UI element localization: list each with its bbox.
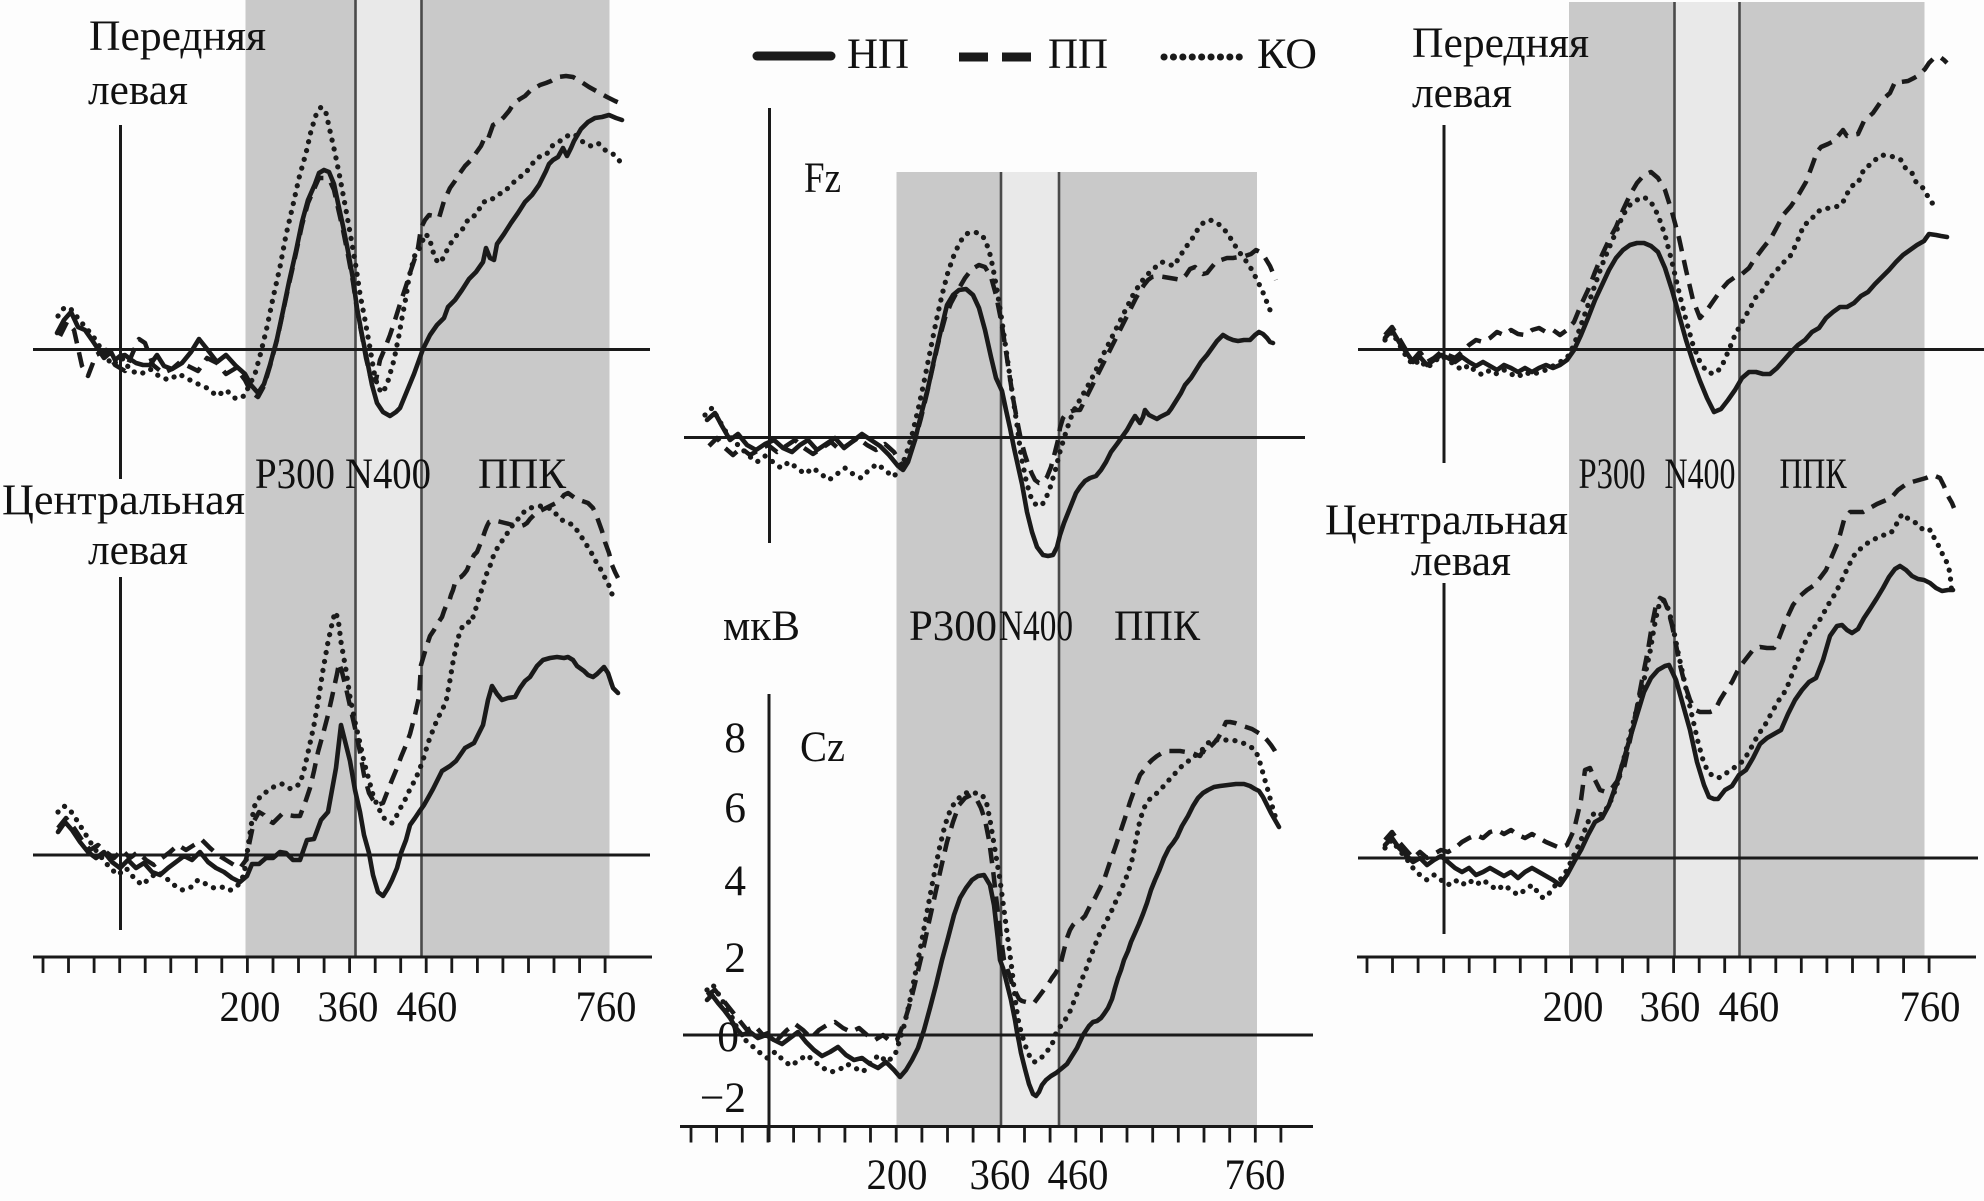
svg-text:760: 760 [1900,983,1961,1031]
svg-text:P300: P300 [909,602,997,650]
svg-text:ППК: ППК [478,450,567,498]
svg-text:мкВ: мкВ [723,602,800,650]
svg-text:360: 360 [318,983,379,1031]
svg-text:8: 8 [724,714,746,762]
svg-text:200: 200 [1543,983,1604,1031]
svg-text:0: 0 [717,1013,739,1061]
svg-text:2: 2 [724,934,746,982]
svg-text:Fz: Fz [804,154,841,202]
svg-text:P300: P300 [1579,450,1646,498]
svg-text:200: 200 [220,983,281,1031]
svg-text:левая: левая [1412,69,1512,117]
svg-text:360: 360 [970,1151,1031,1199]
svg-text:ПП: ПП [1048,30,1108,78]
svg-text:460: 460 [1719,983,1780,1031]
svg-text:КО: КО [1257,30,1317,78]
svg-text:460: 460 [1048,1151,1109,1199]
svg-text:N400: N400 [999,602,1073,650]
svg-text:6: 6 [724,784,746,832]
svg-text:Центральная: Центральная [1325,496,1568,544]
svg-text:460: 460 [397,983,458,1031]
svg-text:200: 200 [867,1151,928,1199]
svg-text:левая: левая [1411,537,1511,585]
svg-text:левая: левая [88,66,188,114]
svg-text:Центральная: Центральная [2,476,245,524]
svg-text:760: 760 [1225,1151,1286,1199]
svg-text:Cz: Cz [800,723,845,771]
svg-text:760: 760 [576,983,637,1031]
svg-text:−2: −2 [700,1074,746,1122]
svg-text:НП: НП [847,30,909,78]
svg-text:N400: N400 [345,450,431,498]
svg-text:N400: N400 [1665,450,1736,498]
svg-text:Передняя: Передняя [1412,19,1589,67]
svg-text:левая: левая [88,526,188,574]
svg-text:ППК: ППК [1114,602,1201,650]
svg-text:P300: P300 [255,450,335,498]
svg-text:4: 4 [724,857,746,905]
svg-text:360: 360 [1640,983,1701,1031]
svg-text:ППК: ППК [1780,450,1848,498]
svg-text:Передняя: Передняя [89,12,266,60]
